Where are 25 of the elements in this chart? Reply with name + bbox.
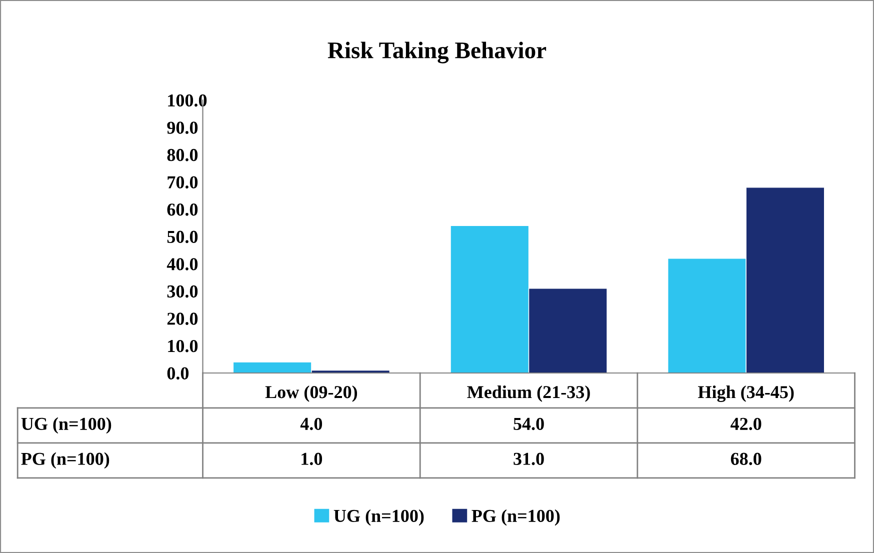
y-tick-label: 50.0 bbox=[167, 230, 198, 244]
y-tick-label: 0.0 bbox=[167, 367, 189, 380]
data-label: 31.0 bbox=[514, 452, 544, 466]
x-tick-label: Low (09-20) bbox=[265, 386, 358, 402]
data-label: 68.0 bbox=[730, 452, 762, 466]
chart-title: Risk Taking Behavior bbox=[328, 42, 546, 64]
x-tick-label: Medium (21-33) bbox=[467, 386, 590, 402]
data-label: 42.0 bbox=[730, 418, 762, 430]
y-tick-label: 70.0 bbox=[168, 176, 198, 188]
legend-label: UG (n=100) bbox=[334, 509, 424, 526]
y-tick-label: 30.0 bbox=[167, 285, 198, 298]
y-tick-label: 10.0 bbox=[168, 340, 198, 352]
data-label: 1.0 bbox=[302, 452, 322, 466]
y-tick-label: 80.0 bbox=[167, 148, 198, 162]
y-tick-label: 20.0 bbox=[167, 312, 198, 325]
y-tick-label: 90.0 bbox=[167, 122, 198, 134]
legend-label: PG (n=100) bbox=[472, 509, 560, 526]
data-label: 54.0 bbox=[514, 418, 544, 430]
y-tick-label: 40.0 bbox=[166, 258, 198, 270]
y-tick-label: 100.0 bbox=[168, 94, 207, 107]
y-tick-label: 60.0 bbox=[167, 204, 198, 216]
x-tick-label: High (34-45) bbox=[698, 386, 794, 402]
data-label: 4.0 bbox=[300, 418, 322, 430]
text: PG (n=100) bbox=[21, 452, 110, 469]
text: UG (n=100) bbox=[21, 417, 112, 434]
